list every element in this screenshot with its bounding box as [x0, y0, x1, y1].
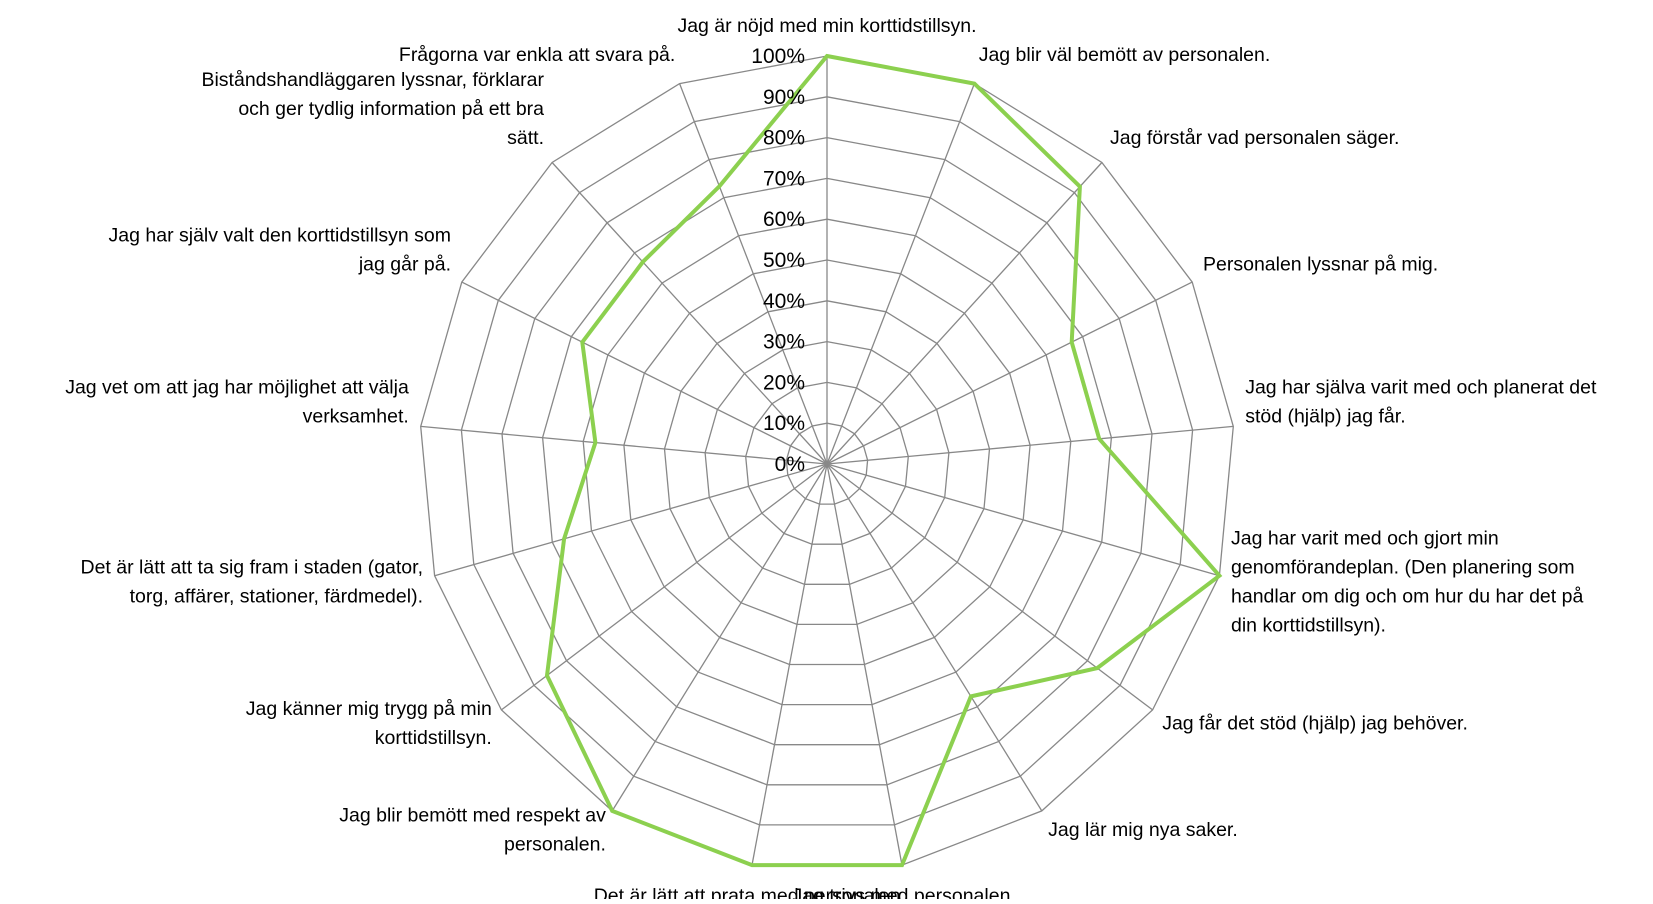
category-label: Biståndshandläggaren lyssnar, förklarar o…	[201, 69, 544, 149]
category-label: Det är lätt att prata med personalen.	[594, 885, 906, 899]
category-label: Jag vet om att jag har möjlighet att väl…	[65, 376, 409, 427]
tick-label: 40%	[763, 290, 805, 313]
category-labels: Jag är nöjd med min korttidstillsyn.Jag …	[65, 15, 1597, 899]
category-label-line: Jag vet om att jag har möjlighet att väl…	[65, 376, 409, 398]
category-label-line: Jag har själva varit med och planerat de…	[1245, 376, 1597, 398]
category-label-line: sätt.	[507, 127, 544, 149]
tick-label: 100%	[751, 45, 805, 68]
category-label-line: Jag förstår vad personalen säger.	[1110, 127, 1399, 149]
category-label: Jag blir bemött med respekt av personalen…	[339, 805, 606, 856]
tick-label: 80%	[763, 127, 805, 150]
category-label-line: korttidstillsyn.	[375, 727, 492, 749]
category-label-line: torg, affärer, stationer, färdmedel).	[130, 586, 423, 608]
category-label-line: Jag får det stöd (hjälp) jag behöver.	[1162, 713, 1468, 735]
category-label: Jag har själv valt den korttidstillsyn s…	[109, 224, 451, 275]
category-label: Personalen lyssnar på mig.	[1203, 253, 1438, 275]
category-label-line: jag går på.	[358, 253, 451, 275]
category-label-line: Jag blir bemött med respekt av	[339, 805, 606, 827]
category-label-line: genomförandeplan. (Den planering som	[1231, 557, 1575, 579]
category-label-line: Jag känner mig trygg på min	[246, 698, 492, 720]
category-label-line: Personalen lyssnar på mig.	[1203, 253, 1438, 275]
category-label-line: Det är lätt att ta sig fram i staden (ga…	[81, 557, 424, 579]
spoke-line	[827, 426, 1233, 464]
category-label-line: Jag har själv valt den korttidstillsyn s…	[109, 224, 451, 246]
category-label: Jag lär mig nya saker.	[1048, 819, 1238, 841]
tick-label: 50%	[763, 249, 805, 272]
spoke-line	[827, 163, 1102, 465]
category-label: Jag har själva varit med och planerat de…	[1245, 376, 1597, 427]
category-label-line: Jag är nöjd med min korttidstillsyn.	[677, 15, 976, 37]
category-label-line: personalen.	[504, 834, 606, 856]
spoke-line	[827, 84, 974, 464]
tick-label: 10%	[763, 412, 805, 435]
spoke-line	[827, 464, 1153, 710]
category-label-line: och ger tydlig information på ett bra	[238, 98, 544, 120]
tick-label: 60%	[763, 208, 805, 231]
tick-label: 70%	[763, 167, 805, 190]
category-label-line: Det är lätt att prata med personalen.	[594, 885, 906, 899]
category-label-line: Jag lär mig nya saker.	[1048, 819, 1238, 841]
spoke-line	[501, 464, 827, 710]
category-label-line: Biståndshandläggaren lyssnar, förklarar	[201, 69, 544, 91]
category-label-line: stöd (hjälp) jag får.	[1245, 405, 1405, 427]
category-label-line: Jag har varit med och gjort min	[1231, 528, 1499, 550]
tick-label: 30%	[763, 331, 805, 354]
category-label-line: Frågorna var enkla att svara på.	[399, 44, 675, 66]
category-label: Jag har varit med och gjort min genomföra…	[1231, 528, 1583, 637]
tick-label: 90%	[763, 86, 805, 109]
category-label: Jag är nöjd med min korttidstillsyn.	[677, 15, 976, 37]
category-label: Jag blir väl bemött av personalen.	[979, 44, 1271, 66]
category-label-line: handlar om dig och om hur du har det på	[1231, 586, 1583, 608]
category-label-line: verksamhet.	[303, 405, 409, 427]
tick-label: 20%	[763, 371, 805, 394]
category-label: Jag känner mig trygg på min korttidstills…	[246, 698, 492, 749]
category-label-line: din korttidstillsyn).	[1231, 615, 1386, 637]
category-label-line: Jag blir väl bemött av personalen.	[979, 44, 1271, 66]
category-label: Frågorna var enkla att svara på.	[399, 44, 675, 66]
tick-label: 0%	[775, 453, 805, 476]
category-label: Jag förstår vad personalen säger.	[1110, 127, 1399, 149]
category-label: Det är lätt att ta sig fram i staden (ga…	[81, 557, 424, 608]
category-label: Jag får det stöd (hjälp) jag behöver.	[1162, 713, 1468, 735]
spoke-line	[827, 282, 1192, 464]
radar-grid	[421, 56, 1234, 865]
